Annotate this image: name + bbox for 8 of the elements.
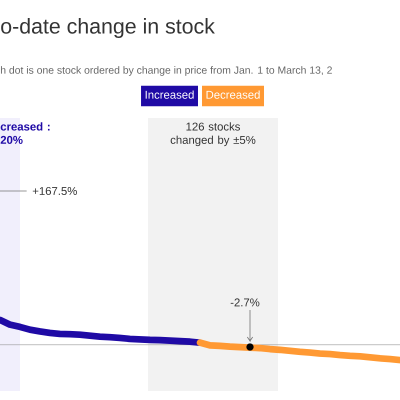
text: 126 stocks changed by ±5% bbox=[170, 122, 256, 146]
text: Decreased bbox=[206, 90, 260, 99]
text: +167.5% bbox=[32, 186, 77, 196]
chart-title: o-date change in stock bbox=[1, 18, 215, 38]
text: Increased bbox=[146, 90, 194, 99]
text: creased : 20% bbox=[0, 122, 50, 144]
chart-subtitle: h dot is one stock ordered by change in price from Jan. 1 to March 13, 2 bbox=[0, 66, 332, 76]
text: -2.7% bbox=[230, 298, 260, 306]
